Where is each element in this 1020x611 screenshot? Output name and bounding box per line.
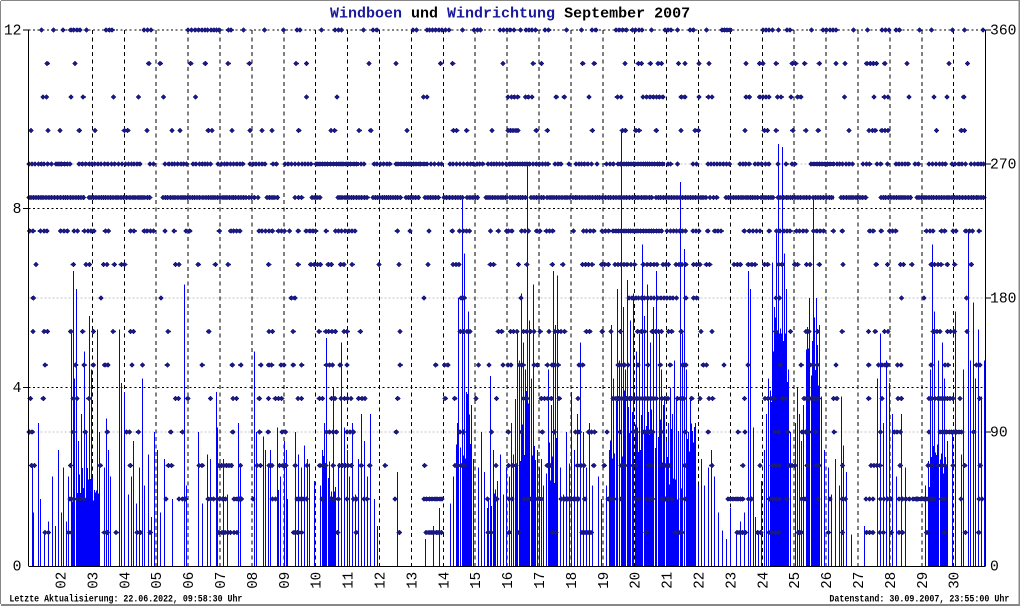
svg-text:Letzte Aktualisierung: 22.06.2: Letzte Aktualisierung: 22.06.2022, 09:58…	[9, 594, 242, 606]
svg-text:0: 0	[13, 560, 22, 576]
svg-text:11: 11	[341, 572, 358, 589]
svg-text:17: 17	[532, 572, 549, 589]
svg-text:02: 02	[54, 572, 71, 589]
svg-text:19: 19	[596, 572, 613, 589]
svg-text:14: 14	[436, 572, 453, 589]
svg-text:27: 27	[851, 572, 868, 589]
svg-text:Windboen und Windrichtung Sept: Windboen und Windrichtung September 2007	[330, 5, 690, 22]
svg-text:180: 180	[990, 292, 1016, 308]
svg-text:24: 24	[755, 572, 772, 589]
svg-text:06: 06	[181, 572, 198, 589]
svg-text:28: 28	[883, 572, 900, 589]
svg-text:22: 22	[692, 572, 709, 589]
svg-text:08: 08	[245, 572, 262, 589]
svg-text:07: 07	[213, 572, 230, 589]
svg-text:4: 4	[13, 381, 22, 397]
svg-text:30: 30	[947, 572, 964, 589]
svg-text:12: 12	[373, 572, 390, 589]
svg-text:13: 13	[404, 572, 421, 589]
svg-text:25: 25	[787, 572, 804, 589]
svg-text:90: 90	[990, 426, 1008, 442]
svg-text:23: 23	[723, 572, 740, 589]
svg-text:21: 21	[660, 572, 677, 589]
svg-text:0: 0	[990, 560, 999, 576]
svg-text:29: 29	[915, 572, 932, 589]
svg-text:26: 26	[819, 572, 836, 589]
svg-text:15: 15	[468, 572, 485, 589]
svg-text:18: 18	[564, 572, 581, 589]
svg-text:8: 8	[13, 202, 22, 218]
svg-text:12: 12	[4, 24, 22, 40]
svg-text:360: 360	[990, 24, 1016, 40]
svg-text:09: 09	[277, 572, 294, 589]
svg-text:10: 10	[309, 572, 326, 589]
svg-text:04: 04	[117, 572, 134, 589]
svg-text:05: 05	[149, 572, 166, 589]
svg-text:Datenstand: 30.09.2007, 23:55:: Datenstand: 30.09.2007, 23:55:00 Uhr	[829, 593, 1009, 605]
svg-text:16: 16	[500, 572, 517, 589]
svg-text:20: 20	[628, 572, 645, 589]
svg-text:03: 03	[85, 572, 102, 589]
svg-text:270: 270	[990, 158, 1016, 174]
